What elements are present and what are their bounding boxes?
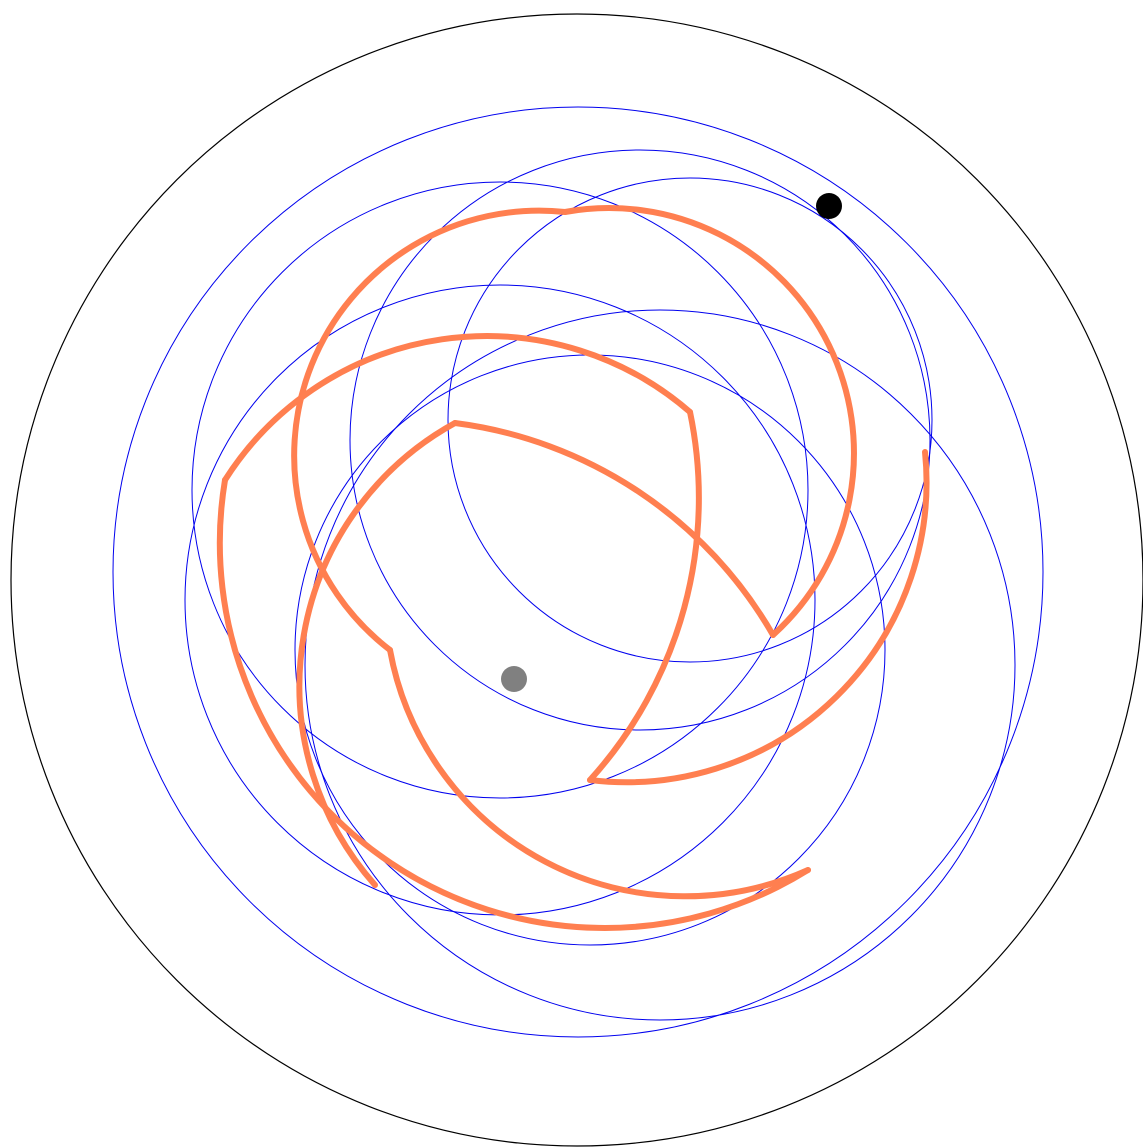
curve: [452, 420, 776, 638]
guide-circle: [349, 149, 931, 731]
guide-circle: [447, 177, 933, 663]
boundary-circle: [10, 13, 1143, 1147]
curve: [387, 647, 811, 900]
curve: [296, 420, 458, 888]
guide-circle: [304, 309, 1016, 1021]
curve: [587, 449, 930, 786]
target-marker[interactable]: [501, 666, 527, 692]
curve: [587, 409, 702, 783]
player-marker[interactable]: [816, 193, 842, 219]
guide-circle: [184, 284, 816, 916]
guide-circle: [112, 106, 1044, 1038]
curve: [291, 207, 568, 653]
curve: [222, 333, 693, 483]
guide-circles: [112, 106, 1044, 1038]
guide-circle: [191, 181, 809, 799]
path-curves: [216, 205, 930, 931]
curve: [216, 477, 811, 931]
curve: [562, 205, 857, 638]
